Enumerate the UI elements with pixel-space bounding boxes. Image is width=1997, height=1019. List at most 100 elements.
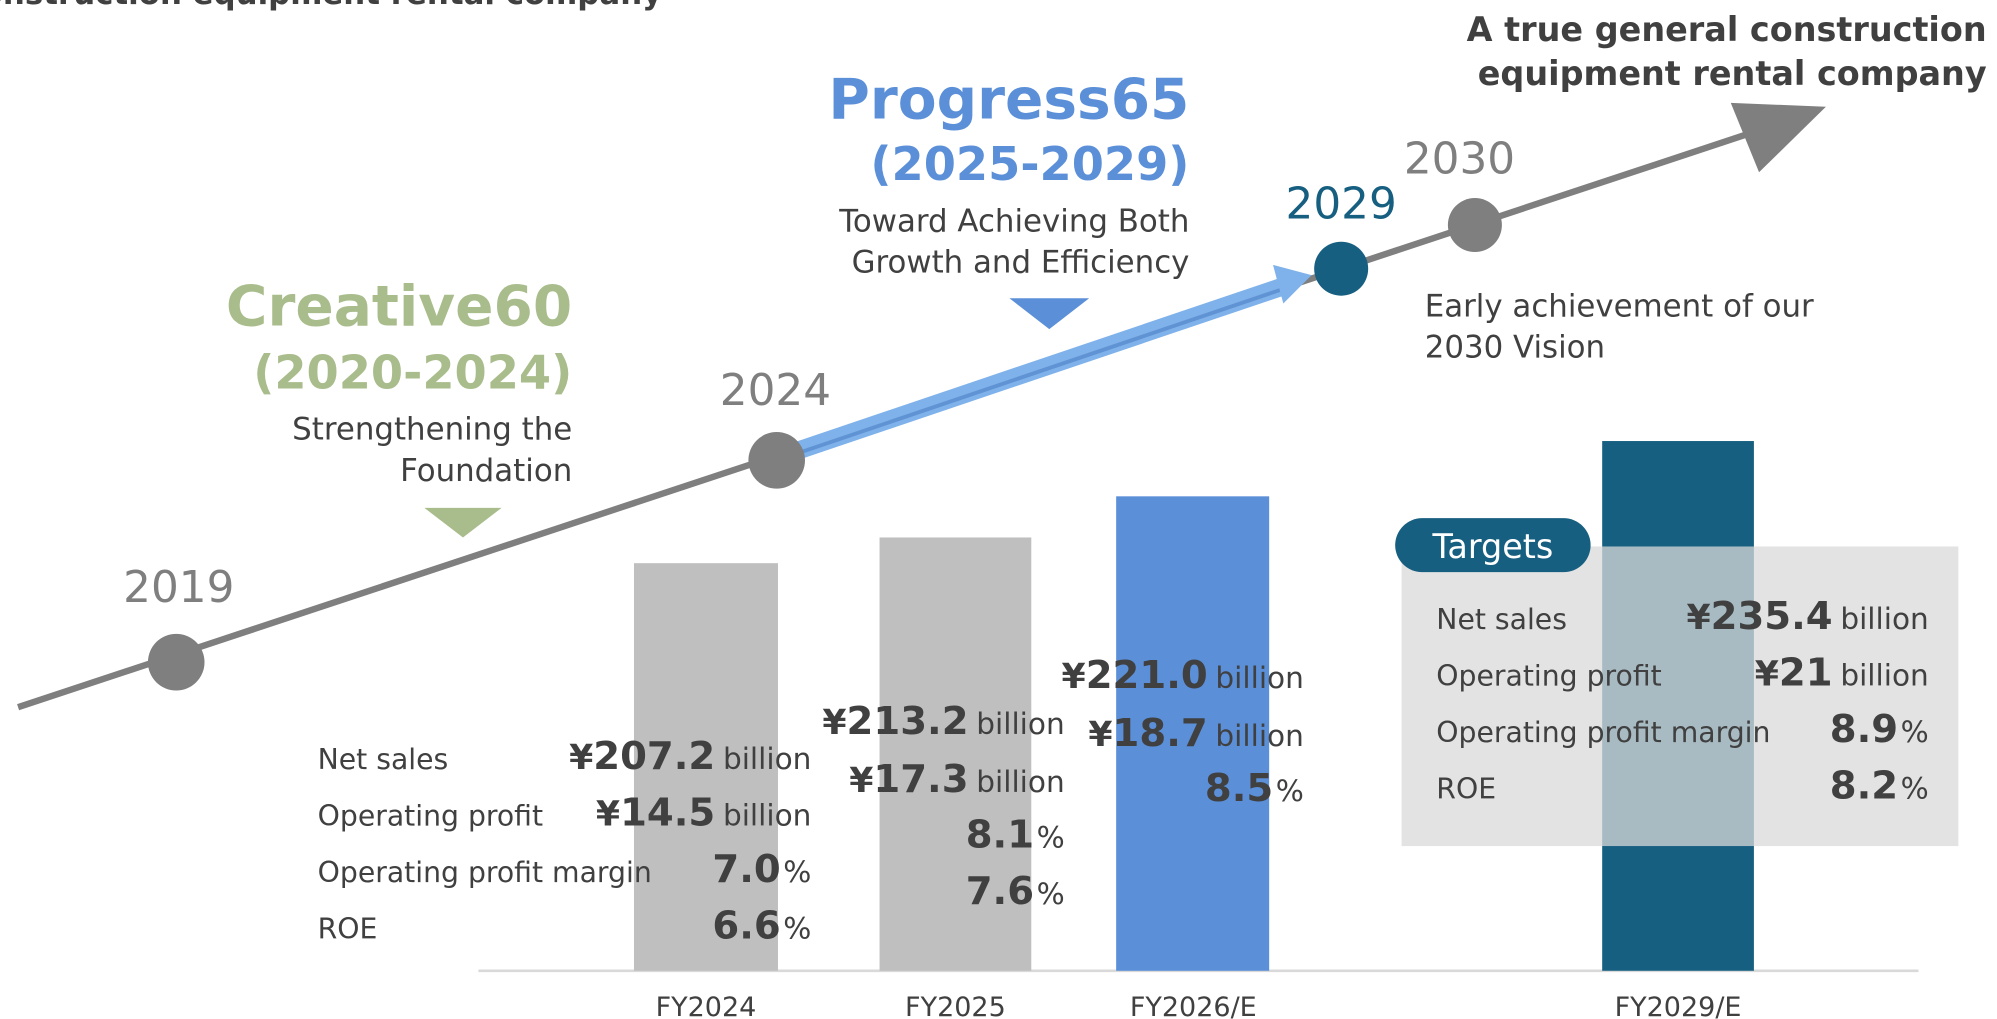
metric-value: ¥207.2 billion [569,734,811,779]
period-label: FY2029/E [1615,992,1742,1019]
bar [633,563,778,971]
plan-period: (2020-2024) [253,345,572,399]
vision-note: 2030 Vision [1425,329,1605,365]
year: 2024 [720,365,831,416]
value: 17.3 [873,757,968,802]
plan-description: Strengthening the [292,412,572,448]
metric-value: 7.6% [966,869,1065,914]
targets-title: Targets [1431,527,1553,566]
metric-value: ¥14.5 billion [596,790,811,835]
unit: % [1037,877,1065,911]
metric-value: 8.5% [1205,766,1304,811]
value: 14.5 [620,790,715,835]
value: 207.2 [593,734,715,779]
unit: billion [976,765,1064,799]
metric-label: ROE [1436,772,1496,805]
unit: billion [976,707,1064,741]
metric-value: 7.0% [712,847,811,892]
bar [1116,496,1270,971]
vision: equipment rental company [1478,54,1987,93]
currency: ¥ [822,703,846,743]
metric-value: 8.2% [1830,763,1929,808]
plan-arrow [773,276,1289,467]
unit: % [1037,820,1065,854]
metric-value: 8.9% [1830,707,1929,752]
metric-label: Operating profit margin [1436,716,1770,749]
value: 213.2 [847,699,969,744]
metric-label: ROE [318,913,378,946]
value: 221.0 [1086,653,1208,698]
value: 7.0 [712,847,780,892]
milestone [1447,198,1502,253]
metric-label: Operating profit [318,799,543,832]
milestone [147,633,205,691]
unit: % [1901,715,1929,749]
pointer [1009,298,1090,330]
value: 8.5 [1205,766,1273,811]
metric-value: ¥18.7 billion [1088,711,1303,756]
currency: ¥ [1062,657,1086,697]
unit: billion [723,742,811,776]
period-label: FY2024 [656,992,757,1019]
milestone [748,432,805,489]
metric-label: Net sales [318,743,449,776]
metric-value: ¥235.4 billion [1686,594,1928,639]
period-label: FY2025 [905,992,1006,1019]
vision: A true general construction [1467,10,1987,49]
metric-label: Operating profit margin [318,856,652,889]
plan-arrow-core [776,286,1287,463]
unit: billion [723,798,811,832]
metric-value: ¥221.0 billion [1062,653,1304,698]
plan-name: Progress65 [828,66,1189,132]
milestone [1314,241,1369,296]
plan-description: Foundation [400,453,572,489]
year: 2030 [1404,134,1515,185]
metric-value: 8.1% [966,812,1065,857]
metric-label: Operating profit [1436,659,1661,692]
year: 2029 [1286,179,1397,230]
pointer [424,507,502,538]
unit: billion [1215,719,1303,753]
value: 6.6 [712,904,780,949]
value: 8.1 [966,812,1034,857]
plan-description: Growth and Efficiency [852,245,1190,281]
currency: ¥ [596,794,620,834]
value: 21 [1779,650,1833,695]
bar [879,537,1032,971]
currency: ¥ [1686,598,1710,638]
unit: % [1276,774,1304,808]
year: 2019 [123,562,234,613]
unit: % [783,912,811,946]
currency: ¥ [569,738,593,778]
metric-value: ¥213.2 billion [822,699,1064,744]
value: 235.4 [1711,594,1833,639]
metric-value: ¥21 billion [1755,650,1929,695]
vision-note: Early achievement of our [1425,288,1814,324]
unit: % [783,855,811,889]
plan-arrowhead [1273,264,1312,304]
header-fragment: construction equipment rental company [0,0,662,12]
unit: billion [1840,658,1928,692]
value: 18.7 [1113,711,1208,756]
unit: % [1901,771,1929,805]
plan-period: (2025-2029) [870,137,1189,191]
currency: ¥ [849,761,873,801]
currency: ¥ [1088,715,1112,755]
currency: ¥ [1755,654,1779,694]
metric-value: ¥17.3 billion [849,757,1064,802]
targets-box [1401,546,1959,847]
plan-name: Creative60 [226,273,572,339]
unit: billion [1840,602,1928,636]
period-label: FY2026/E [1130,992,1257,1019]
value: 8.9 [1830,707,1898,752]
timeline-arrowhead [1730,102,1826,173]
unit: billion [1215,661,1303,695]
value: 7.6 [966,869,1034,914]
value: 8.2 [1830,763,1898,808]
targets-pill [1395,518,1591,573]
metric-value: 6.6% [712,904,811,949]
plan-description: Toward Achieving Both [838,203,1189,239]
metric-label: Net sales [1436,603,1567,636]
